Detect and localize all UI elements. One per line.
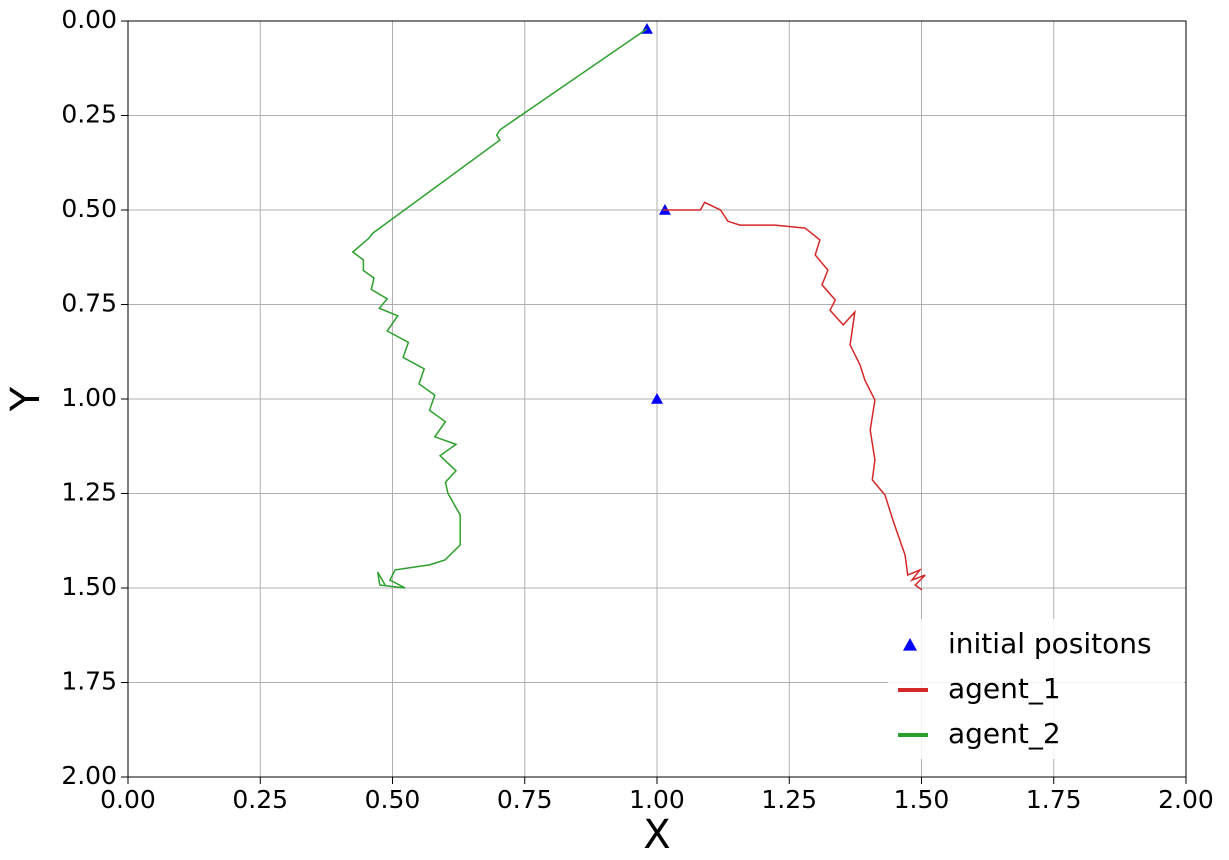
y-tick-label: 1.50 <box>61 572 117 601</box>
y-tick-label: 1.75 <box>61 667 117 696</box>
legend-box <box>888 619 1184 759</box>
y-tick-label: 1.00 <box>61 383 117 412</box>
x-tick-label: 1.00 <box>629 785 685 814</box>
y-tick-label: 0.25 <box>61 100 117 129</box>
x-tick-label: 0.00 <box>100 785 156 814</box>
y-tick-label: 1.25 <box>61 478 117 507</box>
x-tick-label: 0.25 <box>232 785 288 814</box>
x-axis-label: X <box>643 812 670 858</box>
x-tick-label: 1.75 <box>1026 785 1082 814</box>
plot-frame <box>127 20 1187 778</box>
legend-label: initial positons <box>948 627 1152 660</box>
y-tick-label: 2.00 <box>61 761 117 790</box>
legend-label: agent_1 <box>948 672 1061 705</box>
marker <box>651 393 663 404</box>
x-tick-label: 0.50 <box>365 785 421 814</box>
x-tick-label: 0.75 <box>497 785 553 814</box>
trajectory <box>662 201 926 591</box>
trajectory <box>351 28 648 589</box>
y-tick-label: 0.75 <box>61 289 117 318</box>
y-tick-label: 0.00 <box>61 5 117 34</box>
x-tick-label: 1.50 <box>894 785 950 814</box>
legend-label: agent_2 <box>948 717 1061 750</box>
legend-marker <box>903 638 917 651</box>
y-tick-label: 0.50 <box>61 194 117 223</box>
y-axis-label: Y <box>3 386 49 412</box>
x-tick-label: 2.00 <box>1158 785 1214 814</box>
x-tick-label: 1.25 <box>761 785 817 814</box>
legend: initial positons agent_1 agent_2 <box>888 619 1184 759</box>
